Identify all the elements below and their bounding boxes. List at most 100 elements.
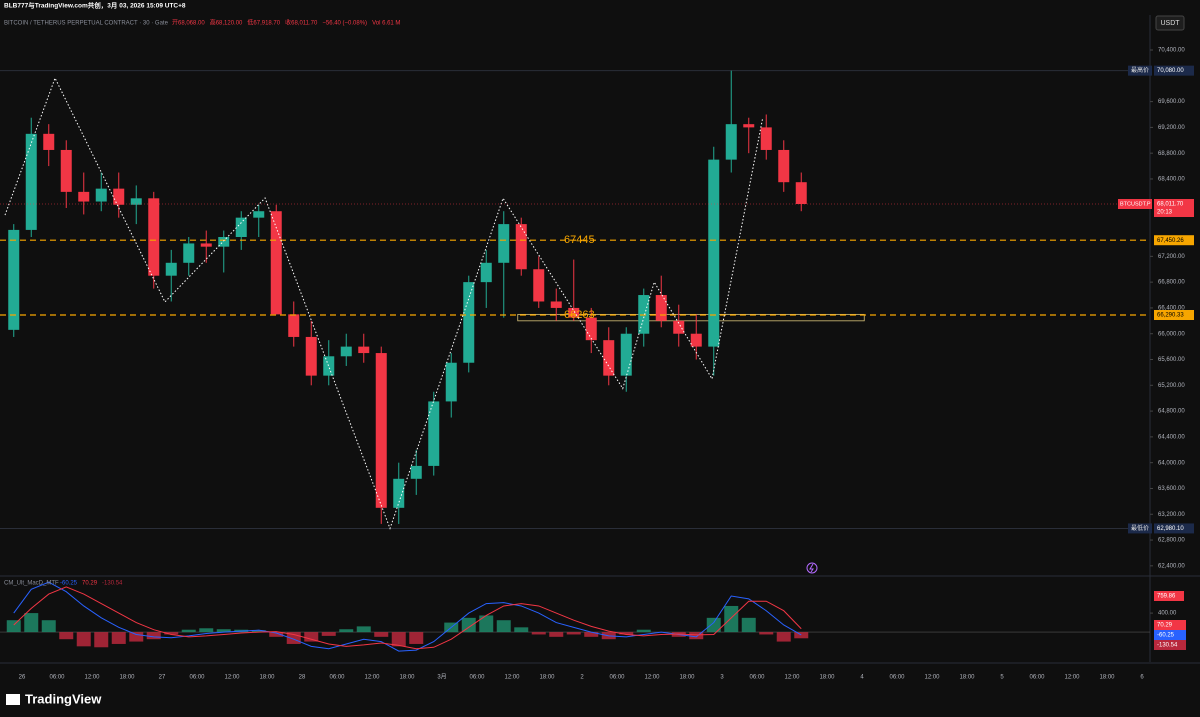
indicator-legend-value: 70.29 xyxy=(82,581,98,587)
candle-body xyxy=(480,262,492,283)
histogram-bar xyxy=(741,617,756,633)
candle-body xyxy=(778,149,790,183)
logo-mark xyxy=(6,694,20,705)
y-tick-label: 64,800.00 xyxy=(1158,409,1185,415)
candle-body xyxy=(148,198,160,276)
event-icon[interactable] xyxy=(806,562,818,574)
candle-body xyxy=(725,124,737,160)
histogram-bar xyxy=(76,632,91,647)
x-tick-label: 18:00 xyxy=(819,675,835,681)
candle-body xyxy=(568,307,580,318)
histogram-bar xyxy=(181,629,196,633)
ohlc-legend: 低67,918.70 xyxy=(247,19,280,27)
symbol-title: BITCOIN / TETHERUS PERPETUAL CONTRACT · … xyxy=(4,21,169,27)
candle-body xyxy=(323,356,335,376)
histogram-bar xyxy=(321,632,336,636)
x-tick-label: 18:00 xyxy=(259,675,275,681)
y-tick-label: 63,600.00 xyxy=(1158,486,1185,492)
candle-body xyxy=(78,191,90,202)
candle-body xyxy=(253,211,265,218)
level-tag-label: 66,290.33 xyxy=(1157,313,1184,319)
histogram-bar xyxy=(111,632,126,644)
candle-body xyxy=(445,362,457,402)
max-tag xyxy=(1154,591,1184,602)
x-tick-label: 06:00 xyxy=(889,675,905,681)
histogram-bar xyxy=(636,629,651,633)
brand-logo: TradingView xyxy=(6,691,102,706)
histogram-bar xyxy=(549,632,564,637)
x-tick-label: 06:00 xyxy=(1029,675,1045,681)
histogram-bar xyxy=(689,632,704,640)
x-tick-label: 06:00 xyxy=(189,675,205,681)
candle-body xyxy=(165,262,177,276)
x-tick-label: 3月 xyxy=(437,674,446,681)
y-tick-label: 62,400.00 xyxy=(1158,563,1185,569)
candle-body xyxy=(743,124,755,128)
histogram-bar xyxy=(724,605,739,633)
candle-body xyxy=(375,353,387,508)
candle-body xyxy=(760,127,772,150)
range-box xyxy=(517,313,865,322)
extreme-tag-text: 最高价 xyxy=(1131,66,1149,74)
x-tick-label: 27 xyxy=(159,675,166,681)
x-tick-label: 06:00 xyxy=(609,675,625,681)
watermark: BLB777与TradingView.com共创，3月 03, 2026 15:… xyxy=(4,1,186,10)
ohlc-legend: 高68,120.00 xyxy=(210,19,243,27)
value-tag-label: -60.25 xyxy=(1157,633,1175,639)
candle-body xyxy=(463,282,475,363)
value-tag xyxy=(1154,620,1186,630)
level-annotation: 66263 xyxy=(564,309,595,321)
x-tick-label: 26 xyxy=(19,675,26,681)
y-tick-label: 66,800.00 xyxy=(1158,280,1185,286)
last-price: 68,011.70 xyxy=(1157,202,1184,208)
histogram-bar xyxy=(584,632,599,637)
y-tick-label: 62,800.00 xyxy=(1158,538,1185,544)
value-tag xyxy=(1154,640,1186,650)
histogram-bar xyxy=(6,620,21,633)
histogram-bar xyxy=(286,632,301,644)
x-tick-label: 06:00 xyxy=(749,675,765,681)
candle-body xyxy=(673,320,685,334)
candle-body xyxy=(340,346,352,357)
histogram-bar xyxy=(496,620,511,633)
candle-body xyxy=(708,159,720,347)
x-tick-label: 12:00 xyxy=(1064,675,1080,681)
y-tick-label: 66,400.00 xyxy=(1158,306,1185,312)
histogram-bar xyxy=(409,632,424,644)
histogram-bar xyxy=(479,615,494,633)
ohlc-legend: 收68,011.70 xyxy=(285,19,318,27)
countdown: 20:13 xyxy=(1157,210,1173,216)
ohlc-legend: Vol 6.61 M xyxy=(372,21,400,27)
candle-body xyxy=(410,465,422,479)
histogram-bar xyxy=(619,632,634,635)
y-tick-label: 64,000.00 xyxy=(1158,460,1185,466)
brand-name: TradingView xyxy=(25,691,102,706)
histogram-bar xyxy=(356,626,371,633)
histogram-bar xyxy=(304,632,319,642)
candle-body xyxy=(795,182,807,205)
indicator-legend-value: -130.54 xyxy=(102,581,123,587)
candle-body xyxy=(638,295,650,334)
candle-body xyxy=(218,237,230,247)
currency-button[interactable] xyxy=(1155,15,1185,31)
zigzag-line xyxy=(4,76,764,530)
candle-body xyxy=(235,217,247,238)
currency-button-label[interactable]: USDT xyxy=(1160,20,1180,27)
histogram-bar xyxy=(759,632,774,635)
extreme-tag-text: 最低价 xyxy=(1131,524,1149,532)
y-tick-label: 65,600.00 xyxy=(1158,357,1185,363)
level-tag-label: 67,450.26 xyxy=(1157,238,1184,244)
histogram-bar xyxy=(794,632,809,639)
x-tick-label: 3 xyxy=(720,675,724,681)
candle-body xyxy=(358,346,370,354)
candle-body xyxy=(130,198,142,205)
histogram-bar xyxy=(251,630,266,633)
extreme-value-tag xyxy=(1154,65,1194,76)
histogram-bar xyxy=(531,632,546,635)
x-tick-label: 06:00 xyxy=(329,675,345,681)
x-tick-label: 18:00 xyxy=(1099,675,1115,681)
histogram-bar xyxy=(461,617,476,633)
y-tick-label: 400.00 xyxy=(1158,611,1177,617)
x-tick-label: 5 xyxy=(1000,675,1004,681)
